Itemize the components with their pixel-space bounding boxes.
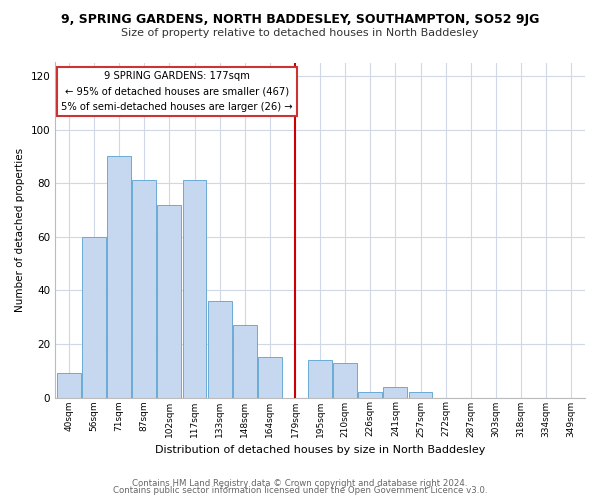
Bar bbox=[409, 392, 433, 398]
Text: Size of property relative to detached houses in North Baddesley: Size of property relative to detached ho… bbox=[121, 28, 479, 38]
Bar bbox=[258, 358, 282, 398]
Bar bbox=[383, 387, 407, 398]
Y-axis label: Number of detached properties: Number of detached properties bbox=[15, 148, 25, 312]
Bar bbox=[358, 392, 382, 398]
Bar bbox=[157, 204, 181, 398]
Text: Contains public sector information licensed under the Open Government Licence v3: Contains public sector information licen… bbox=[113, 486, 487, 495]
X-axis label: Distribution of detached houses by size in North Baddesley: Distribution of detached houses by size … bbox=[155, 445, 485, 455]
Text: Contains HM Land Registry data © Crown copyright and database right 2024.: Contains HM Land Registry data © Crown c… bbox=[132, 478, 468, 488]
Bar bbox=[333, 362, 357, 398]
Bar bbox=[82, 236, 106, 398]
Bar bbox=[308, 360, 332, 398]
Text: 9, SPRING GARDENS, NORTH BADDESLEY, SOUTHAMPTON, SO52 9JG: 9, SPRING GARDENS, NORTH BADDESLEY, SOUT… bbox=[61, 12, 539, 26]
Bar bbox=[107, 156, 131, 398]
Bar bbox=[233, 325, 257, 398]
Bar bbox=[208, 301, 232, 398]
Text: 9 SPRING GARDENS: 177sqm
← 95% of detached houses are smaller (467)
5% of semi-d: 9 SPRING GARDENS: 177sqm ← 95% of detach… bbox=[61, 70, 293, 112]
Bar bbox=[182, 180, 206, 398]
Bar bbox=[57, 374, 81, 398]
Bar bbox=[133, 180, 156, 398]
